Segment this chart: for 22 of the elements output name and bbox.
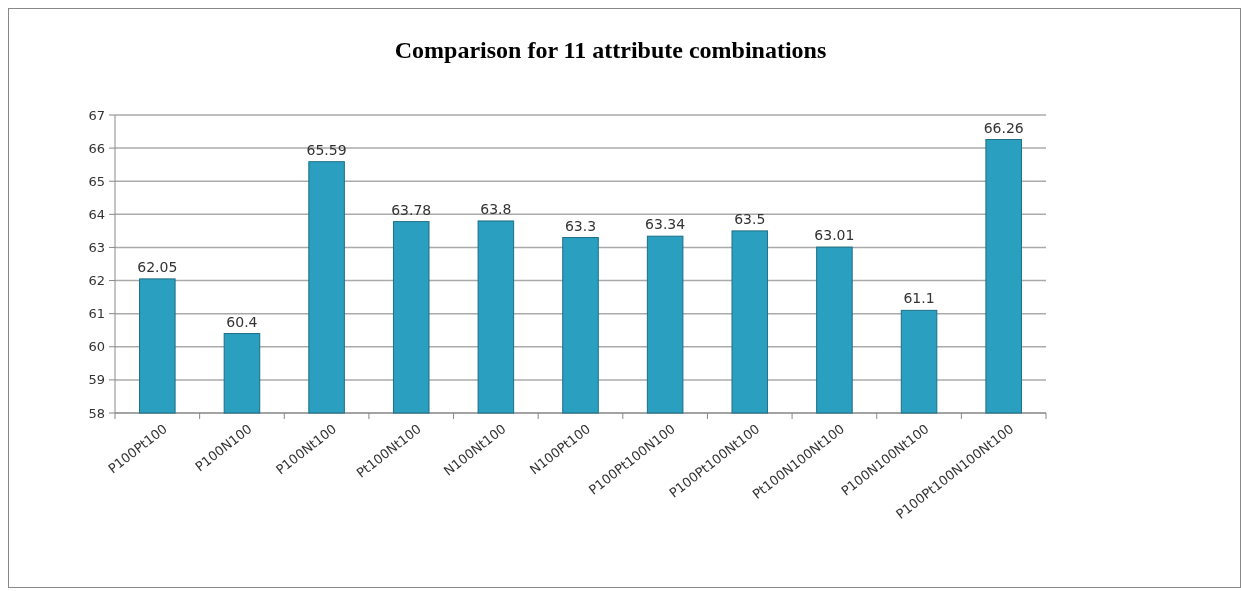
data-label: 63.5 [734, 210, 766, 227]
chart-title: Comparison for 11 attribute combinations [394, 37, 827, 63]
y-tick-label: 65 [88, 173, 105, 189]
y-tick-label: 62 [88, 273, 105, 289]
data-label: 63.01 [814, 227, 855, 244]
y-tick-label: 60 [88, 339, 105, 355]
data-label: 63.34 [645, 216, 686, 233]
data-label: 63.78 [391, 201, 432, 218]
data-label: 63.8 [480, 200, 512, 217]
data-label: 60.4 [226, 313, 258, 330]
data-label: 63.3 [564, 217, 597, 234]
y-tick-label: 61 [88, 306, 105, 322]
y-tick-label: 59 [88, 372, 105, 388]
y-tick-label: 67 [88, 107, 105, 123]
data-label: 65.59 [306, 141, 347, 158]
data-label: 62.05 [137, 258, 178, 275]
y-tick-label: 66 [88, 140, 105, 156]
data-label: 61.1 [903, 290, 935, 307]
data-label: 66.26 [983, 119, 1024, 136]
y-tick-label: 63 [88, 239, 105, 255]
y-tick-label: 58 [88, 405, 105, 421]
y-tick-label: 64 [88, 206, 105, 222]
